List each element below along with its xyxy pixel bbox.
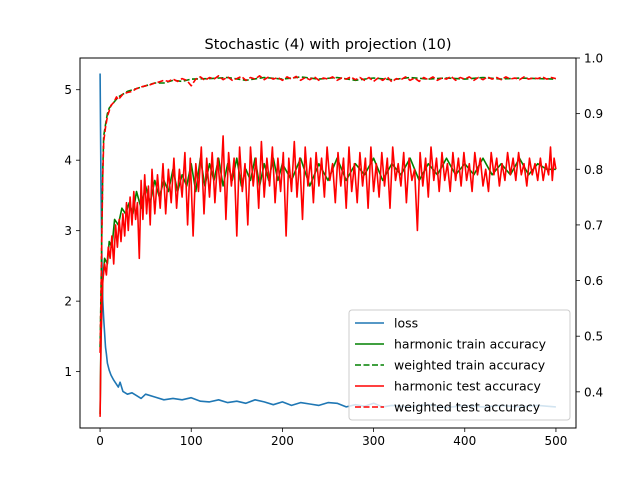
x-tick-label: 200: [271, 434, 294, 448]
y-right-tick-label: 0.9: [584, 107, 603, 121]
legend-label: loss: [394, 316, 418, 331]
y-axis-left: 1 2 3 4 5: [64, 83, 80, 379]
x-axis: 0 100 200 300 400 500: [96, 428, 567, 448]
y-left-tick-label: 1: [64, 365, 72, 379]
y-right-tick-label: 0.4: [584, 385, 603, 399]
x-tick-label: 500: [544, 434, 567, 448]
x-tick-label: 0: [96, 434, 104, 448]
legend-label: weighted test accuracy: [394, 400, 541, 415]
legend-label: weighted train accuracy: [394, 358, 546, 373]
legend-label: harmonic test accuracy: [394, 379, 542, 394]
y-axis-right: 0.4 0.5 0.6 0.7 0.8 0.9 1.0: [576, 52, 603, 399]
y-right-tick-label: 0.6: [584, 274, 603, 288]
x-tick-label: 300: [362, 434, 385, 448]
y-left-tick-label: 5: [64, 83, 72, 97]
y-right-tick-label: 0.7: [584, 218, 603, 232]
plot-frame: [79, 57, 577, 429]
y-right-tick-label: 1.0: [584, 52, 603, 66]
chart-title: Stochastic (4) with projection (10): [205, 37, 452, 53]
y-left-tick-label: 3: [64, 224, 72, 238]
x-tick-label: 400: [453, 434, 476, 448]
y-left-tick-label: 2: [64, 295, 72, 309]
y-right-tick-label: 0.8: [584, 163, 603, 177]
series-line-weighted-test-accuracy: [99, 75, 557, 353]
x-tick-label: 100: [180, 434, 203, 448]
legend-box: [348, 309, 571, 421]
y-left-tick-label: 4: [64, 154, 72, 168]
series-line-harmonic-test-accuracy: [99, 135, 557, 417]
y-right-tick-label: 0.5: [584, 330, 603, 344]
legend: loss harmonic train accuracy weighted trai…: [348, 309, 571, 421]
legend-label: harmonic train accuracy: [394, 337, 547, 352]
